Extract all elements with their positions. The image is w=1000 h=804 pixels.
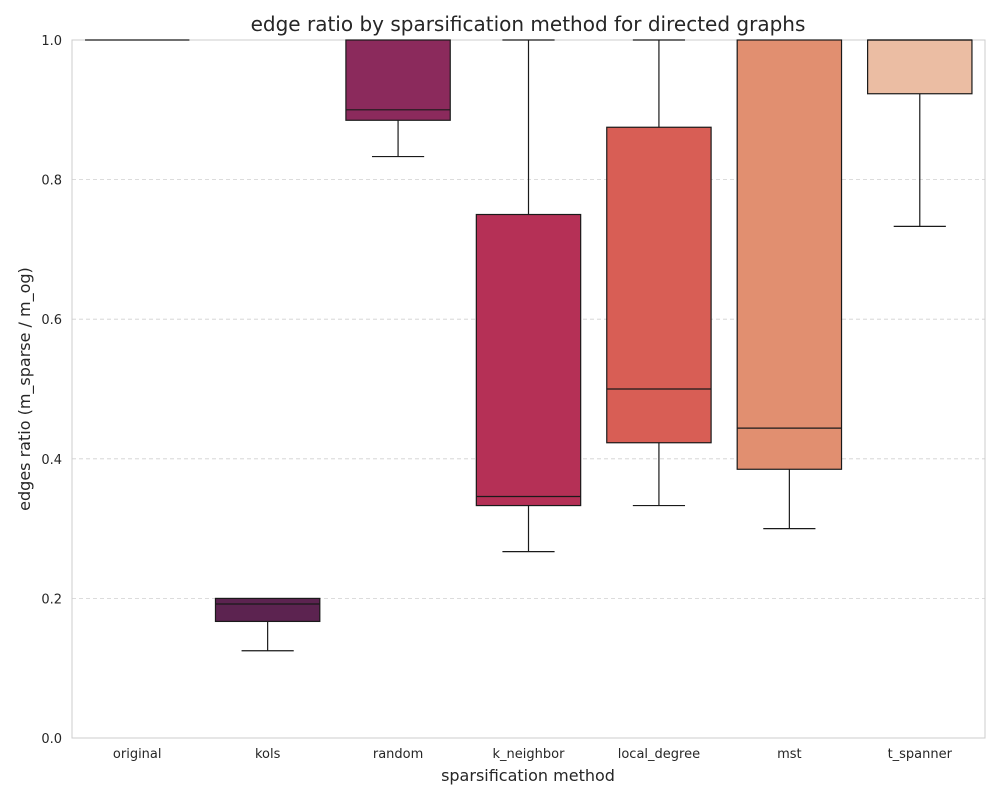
box-t_spanner	[867, 39, 973, 227]
box-iqr	[736, 39, 843, 470]
box-iqr	[345, 39, 451, 121]
y-tick-labels: 0.0 0.2 0.4 0.6 0.8 1.0	[41, 34, 62, 747]
box-iqr	[475, 213, 582, 507]
box-random	[345, 39, 451, 158]
x-tick-label: local_degree	[618, 747, 700, 762]
x-tick-label: k_neighbor	[493, 747, 566, 762]
box-iqr	[214, 597, 321, 623]
box-kols	[214, 597, 321, 652]
box-iqr	[606, 126, 712, 444]
box-k_neighbor	[475, 39, 582, 553]
chart-title: edge ratio by sparsification method for …	[251, 12, 806, 36]
y-tick-label: 0.2	[41, 592, 62, 607]
box-iqr	[867, 39, 973, 95]
x-tick-label: random	[373, 747, 423, 762]
y-tick-label: 0.8	[41, 174, 62, 189]
x-axis-label: sparsification method	[441, 766, 615, 785]
x-tick-label: original	[113, 747, 162, 762]
x-tick-label: mst	[777, 747, 802, 762]
box-mst	[736, 39, 843, 530]
y-tick-label: 0.4	[41, 453, 62, 468]
x-tick-labels: original kols random k_neighbor local_degree…	[113, 747, 953, 762]
y-tick-label: 0.0	[41, 732, 62, 747]
x-tick-label: t_spanner	[888, 747, 953, 762]
y-tick-label: 0.6	[41, 313, 62, 328]
y-axis-label: edges ratio (m_sparse / m_og)	[15, 267, 35, 511]
x-tick-label: kols	[255, 747, 281, 762]
boxes-group	[85, 39, 973, 652]
box-local_degree	[606, 39, 712, 507]
y-tick-label: 1.0	[41, 34, 62, 49]
